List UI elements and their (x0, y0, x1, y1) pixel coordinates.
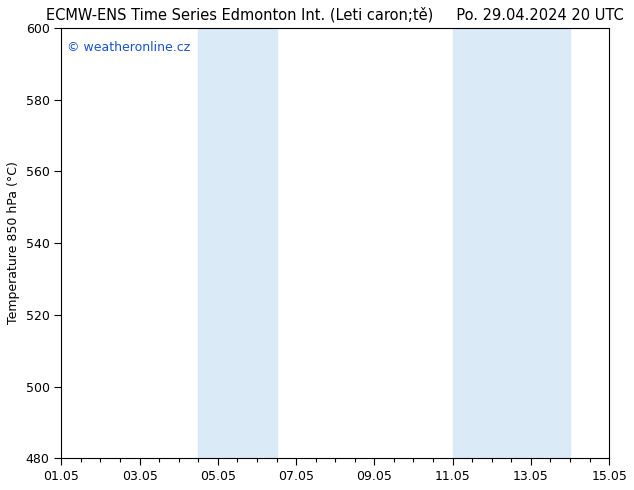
Y-axis label: Temperature 850 hPa (°C): Temperature 850 hPa (°C) (7, 162, 20, 324)
Text: © weatheronline.cz: © weatheronline.cz (67, 41, 190, 54)
Bar (453, 28, 570, 458)
Title: ECMW-ENS Time Series Edmonton Int. (Leti caron;tě)     Po. 29.04.2024 20 UTC: ECMW-ENS Time Series Edmonton Int. (Leti… (46, 7, 624, 23)
Bar (198, 28, 276, 458)
